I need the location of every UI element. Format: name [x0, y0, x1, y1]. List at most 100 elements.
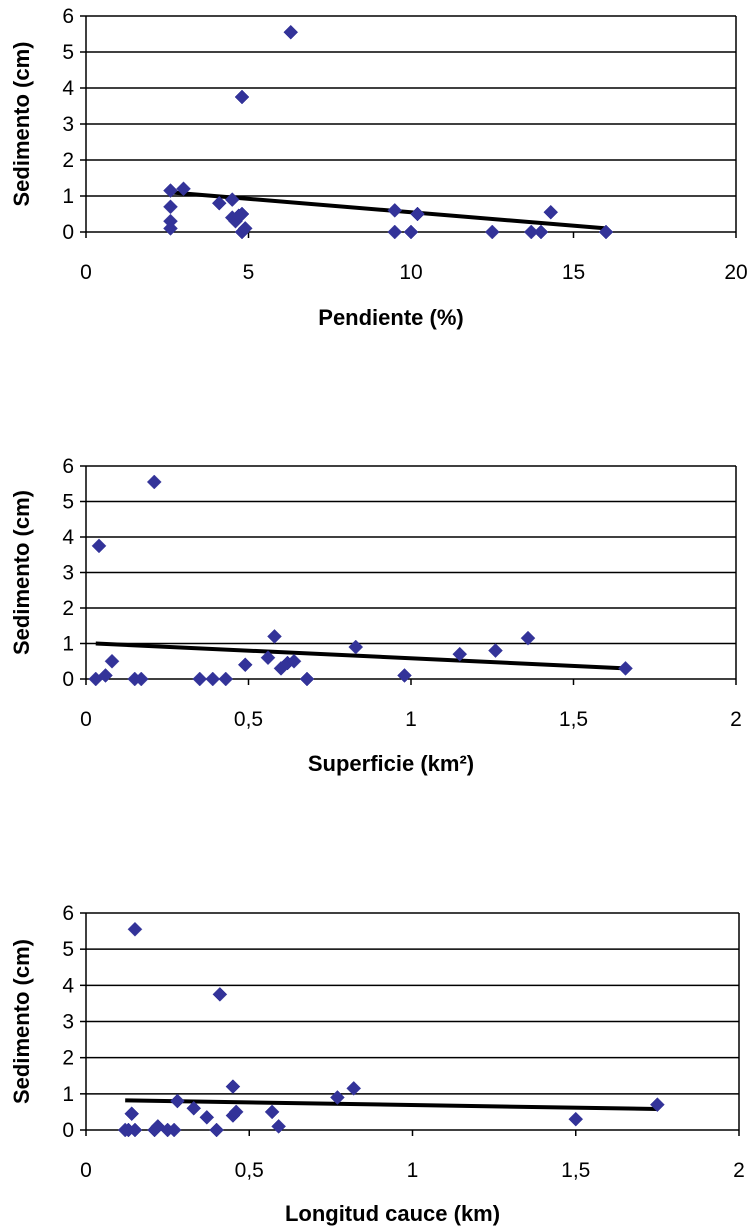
y-tick-label: 1 — [62, 185, 74, 208]
data-point-17 — [228, 1104, 244, 1120]
y-axis-label: Sedimento (cm) — [9, 939, 34, 1104]
data-point-19 — [410, 206, 425, 222]
data-point-9 — [166, 1122, 182, 1138]
x-tick-label: 20 — [724, 261, 747, 284]
data-point-13 — [237, 221, 253, 236]
y-tick-label: 5 — [62, 491, 74, 514]
data-point-7 — [146, 474, 162, 490]
data-point-23 — [543, 204, 559, 220]
data-point-21 — [488, 643, 503, 658]
x-axis-label: Longitud cauce (km) — [285, 1201, 500, 1226]
y-tick-label: 1 — [62, 1083, 74, 1106]
data-point-13 — [209, 1122, 224, 1138]
y-tick-label: 1 — [62, 633, 74, 656]
y-tick-label: 4 — [62, 77, 74, 100]
data-point-10 — [170, 1093, 185, 1109]
x-tick-label: 0,5 — [234, 708, 263, 731]
data-point-17 — [387, 224, 403, 240]
y-tick-label: 3 — [62, 1011, 74, 1034]
data-point-22 — [520, 630, 536, 646]
data-point-18 — [264, 1104, 280, 1120]
x-axis-label: Superficie (km²) — [308, 751, 474, 776]
y-tick-label: 6 — [62, 902, 74, 925]
data-point-14 — [234, 89, 250, 105]
y-tick-label: 2 — [62, 149, 74, 172]
data-point-14 — [212, 987, 228, 1002]
data-point-23 — [650, 1097, 665, 1113]
y-axis-label: Sedimento (cm) — [9, 490, 34, 655]
trendline — [125, 1098, 658, 1112]
x-tick-label: 1,5 — [561, 1159, 590, 1182]
data-point-22 — [568, 1111, 584, 1127]
y-tick-label: 4 — [62, 974, 74, 997]
y-tick-label: 3 — [62, 562, 74, 585]
y-tick-label: 6 — [62, 455, 74, 478]
y-tick-label: 0 — [62, 221, 74, 244]
data-point-9 — [205, 671, 221, 687]
data-point-15 — [225, 1079, 241, 1094]
data-point-10 — [218, 671, 234, 687]
scatter-chart-1: 0 1 2 3 4 5 6 0 5 10 15 20 Pendiente (%) Sedimento (c… — [9, 5, 748, 330]
data-point-21 — [523, 224, 539, 240]
data-point-19 — [271, 1119, 286, 1134]
data-point-20 — [330, 1090, 345, 1105]
y-tick-label: 5 — [62, 41, 74, 64]
data-point-11 — [186, 1100, 202, 1116]
x-tick-label: 0 — [80, 708, 92, 731]
y-tick-label: 2 — [62, 1047, 74, 1070]
x-tick-label: 5 — [243, 261, 255, 284]
data-point-11 — [237, 657, 253, 673]
x-tick-label: 1 — [405, 708, 417, 731]
data-point-2 — [91, 538, 107, 554]
y-tick-label: 0 — [62, 668, 74, 691]
data-point-4 — [127, 1122, 143, 1138]
x-tick-label: 0,5 — [235, 1159, 264, 1182]
data-point-19 — [397, 668, 412, 683]
x-tick-label: 1,5 — [559, 708, 588, 731]
x-tick-label: 0 — [80, 261, 92, 284]
data-point-3 — [124, 1106, 140, 1122]
data-point-6 — [133, 671, 149, 687]
y-axis-label: Sedimento (cm) — [9, 41, 34, 206]
data-point-20 — [452, 646, 468, 662]
y-tick-label: 3 — [62, 113, 74, 136]
x-tick-label: 2 — [733, 1159, 745, 1182]
data-point-2 — [163, 199, 178, 215]
data-point-22 — [533, 224, 549, 240]
data-point-5 — [127, 921, 143, 937]
data-point-16 — [387, 203, 403, 218]
y-tick-label: 6 — [62, 5, 74, 28]
x-tick-label: 0 — [80, 1159, 92, 1182]
y-tick-label: 4 — [62, 526, 74, 549]
scatter-chart-2: 0 1 2 3 4 5 6 0 0,5 1 1,5 2 Superficie (km²) Sediment… — [9, 455, 742, 776]
data-point-23 — [618, 660, 633, 676]
data-point-6 — [211, 195, 227, 211]
trendline — [95, 641, 626, 671]
data-point-4 — [163, 221, 178, 236]
data-point-4 — [104, 653, 120, 669]
data-point-3 — [98, 668, 113, 683]
x-tick-label: 1 — [407, 1159, 419, 1182]
data-point-15 — [283, 24, 299, 40]
data-point-13 — [267, 629, 282, 644]
scatter-chart-3: 0 1 2 3 4 5 6 0 0,5 1 1,5 2 Longitud cauce (km) Sedim… — [9, 902, 745, 1226]
data-point-18 — [403, 224, 419, 240]
data-point-12 — [199, 1109, 215, 1125]
data-point-1 — [163, 183, 178, 198]
data-point-7 — [224, 192, 240, 207]
data-point-16 — [286, 653, 302, 669]
x-axis-label: Pendiente (%) — [318, 305, 463, 330]
data-point-12 — [260, 650, 276, 666]
data-point-11 — [234, 206, 250, 222]
data-point-8 — [192, 671, 208, 687]
x-tick-label: 15 — [562, 261, 585, 284]
x-tick-label: 10 — [399, 261, 422, 284]
x-tick-label: 2 — [730, 708, 742, 731]
y-tick-label: 2 — [62, 597, 74, 620]
y-tick-label: 5 — [62, 938, 74, 961]
data-point-20 — [484, 224, 500, 240]
data-point-17 — [299, 671, 315, 687]
data-point-24 — [598, 224, 614, 240]
y-tick-label: 0 — [62, 1119, 74, 1142]
